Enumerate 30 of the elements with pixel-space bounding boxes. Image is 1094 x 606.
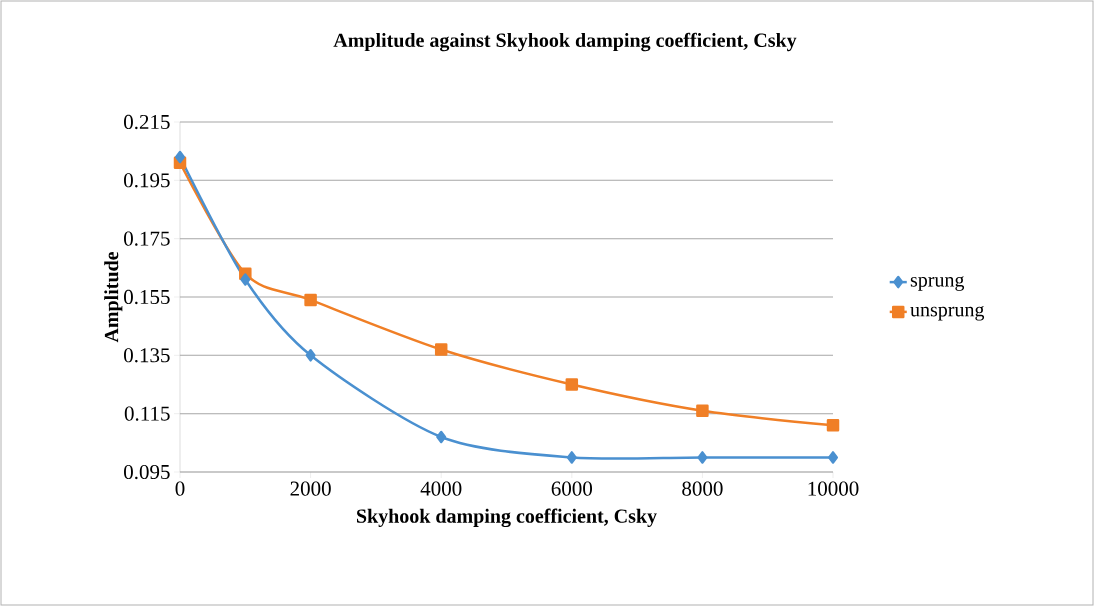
y-tick-label: 0.195 bbox=[124, 173, 170, 188]
x-tick-label: 10000 bbox=[808, 481, 859, 496]
point bbox=[565, 378, 579, 391]
point bbox=[566, 451, 577, 464]
point bbox=[305, 349, 316, 362]
point bbox=[240, 273, 251, 286]
x-tick-label: 0 bbox=[175, 481, 185, 496]
y-tick-label: 0.155 bbox=[124, 289, 170, 305]
x-tick-label: 4000 bbox=[420, 481, 462, 496]
y-tick-label: 0.175 bbox=[124, 231, 170, 246]
point bbox=[304, 293, 317, 307]
legend-label: unsprung bbox=[910, 306, 985, 321]
point bbox=[434, 343, 448, 356]
x-tick-label: 2000 bbox=[290, 481, 331, 496]
point bbox=[696, 404, 709, 417]
y-tick-label: 0.115 bbox=[124, 406, 170, 421]
y-tick-label: 0.135 bbox=[124, 348, 170, 363]
y-tick-label: 0.095 bbox=[124, 464, 170, 480]
x-tick-label: 6000 bbox=[551, 481, 593, 496]
point bbox=[826, 419, 840, 432]
x-tick-label: 8000 bbox=[682, 481, 723, 496]
y-axis-title: Amplitude bbox=[104, 251, 123, 343]
point bbox=[436, 430, 447, 444]
legend-label: sprung bbox=[910, 276, 965, 291]
point bbox=[828, 451, 839, 464]
y-tick-label: 0.215 bbox=[124, 114, 170, 130]
point bbox=[697, 451, 708, 464]
x-axis-title: Skyhook damping coefficient, Csky bbox=[357, 508, 657, 528]
point bbox=[175, 150, 186, 164]
chart-title: Amplitude against Skyhook damping coefficient, Csky bbox=[333, 32, 797, 52]
